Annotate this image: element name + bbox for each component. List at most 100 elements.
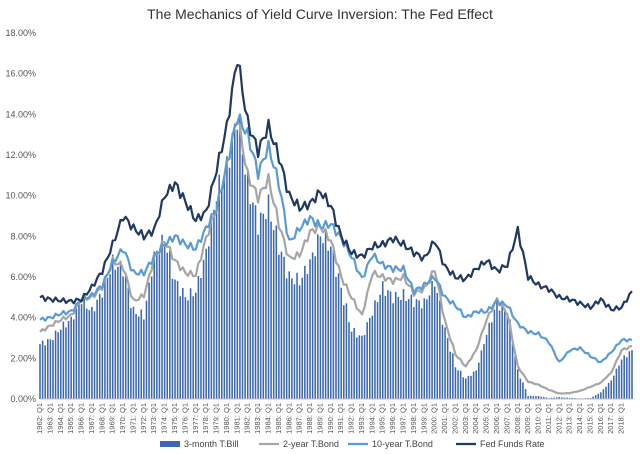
bar	[322, 243, 324, 399]
bar	[540, 396, 542, 399]
bar	[594, 395, 597, 399]
bar	[252, 202, 254, 399]
bar	[171, 278, 174, 399]
x-tick-label: 2015: Q1	[585, 403, 594, 434]
bar	[561, 397, 563, 399]
bar	[433, 286, 436, 399]
x-tick-label: 1974: Q1	[160, 403, 169, 434]
legend-label: 10-year T.Bond	[372, 439, 433, 449]
bar	[470, 375, 472, 399]
bar	[449, 351, 452, 399]
x-tick-label: 2008: Q1	[513, 403, 522, 434]
x-tick-label: 1969: Q1	[108, 403, 117, 434]
bar	[205, 248, 207, 399]
x-tick-label: 2001: Q1	[440, 403, 449, 434]
legend-label: Fed Funds Rate	[480, 439, 545, 449]
x-tick-label: 1984: Q1	[263, 403, 272, 434]
bar	[628, 351, 631, 399]
bar	[324, 230, 327, 399]
bar	[480, 350, 483, 399]
x-tick-label: 1995: Q1	[378, 403, 387, 434]
bar	[70, 316, 72, 399]
bar	[161, 234, 163, 399]
bar	[187, 300, 189, 399]
bar	[265, 219, 267, 399]
x-tick-label: 1990: Q1	[326, 403, 335, 434]
bar	[169, 250, 171, 399]
bar	[340, 287, 342, 399]
legend-label: 2-year T.Bond	[283, 439, 339, 449]
bar	[293, 284, 296, 399]
bar	[605, 386, 607, 399]
bar-series	[39, 115, 633, 400]
line-series	[39, 63, 633, 395]
bar	[444, 327, 446, 399]
bar	[428, 295, 431, 399]
bar	[319, 236, 322, 399]
bar	[568, 397, 571, 399]
x-tick-label: 1963: Q1	[45, 403, 54, 434]
x-tick-label: 1998: Q1	[409, 403, 418, 434]
x-tick-label: 1996: Q1	[388, 403, 397, 434]
bar	[537, 395, 540, 399]
bar	[550, 397, 553, 399]
bar	[516, 369, 519, 399]
y-tick-label: 12.00%	[5, 150, 36, 160]
bar	[426, 299, 428, 399]
x-tick-label: 1975: Q1	[170, 403, 179, 434]
bar	[475, 370, 477, 399]
bar	[98, 293, 101, 399]
bar	[511, 343, 514, 399]
legend-label: 3-month T.Bill	[184, 439, 238, 449]
x-tick-label: 2007: Q1	[502, 403, 511, 434]
bar	[571, 397, 574, 399]
series-line-2-year-t-bond	[39, 121, 633, 395]
bar	[150, 276, 153, 399]
x-tick-label: 1977: Q1	[191, 403, 200, 434]
bar	[296, 272, 298, 399]
bar	[44, 345, 46, 399]
bar	[119, 260, 122, 399]
bar	[389, 291, 392, 399]
bar	[213, 209, 215, 399]
bar	[446, 338, 449, 399]
x-tick-label: 2016: Q1	[596, 403, 605, 434]
bar	[309, 259, 311, 399]
bar	[202, 259, 205, 399]
bar	[306, 274, 309, 399]
bar	[298, 285, 301, 399]
bar	[122, 276, 124, 399]
bar	[509, 319, 511, 399]
x-tick-label: 1972: Q1	[139, 403, 148, 434]
bar	[400, 299, 402, 399]
bar	[117, 266, 119, 399]
x-tick-label: 2004: Q1	[471, 403, 480, 434]
bar	[41, 340, 44, 399]
x-tick-label: 1987: Q1	[295, 403, 304, 434]
bar	[620, 359, 623, 399]
bar	[407, 299, 410, 399]
bar	[163, 242, 166, 399]
bar	[527, 396, 529, 399]
bar	[288, 271, 291, 399]
x-tick-label: 1962: Q1	[35, 403, 44, 434]
bar	[350, 331, 353, 399]
bar	[231, 133, 233, 399]
bar	[413, 307, 415, 399]
x-tick-label: 2003: Q1	[461, 403, 470, 434]
bar	[524, 389, 527, 399]
bar	[478, 362, 480, 399]
bar	[301, 277, 304, 399]
bar	[278, 254, 280, 399]
bar	[374, 300, 376, 399]
bar	[519, 378, 522, 399]
bar	[135, 314, 137, 399]
bar	[259, 212, 262, 399]
bar	[330, 246, 332, 399]
bar	[207, 246, 210, 399]
bar	[332, 250, 335, 399]
bar	[239, 115, 241, 400]
x-tick-label: 1991: Q1	[336, 403, 345, 434]
bar	[384, 295, 387, 399]
